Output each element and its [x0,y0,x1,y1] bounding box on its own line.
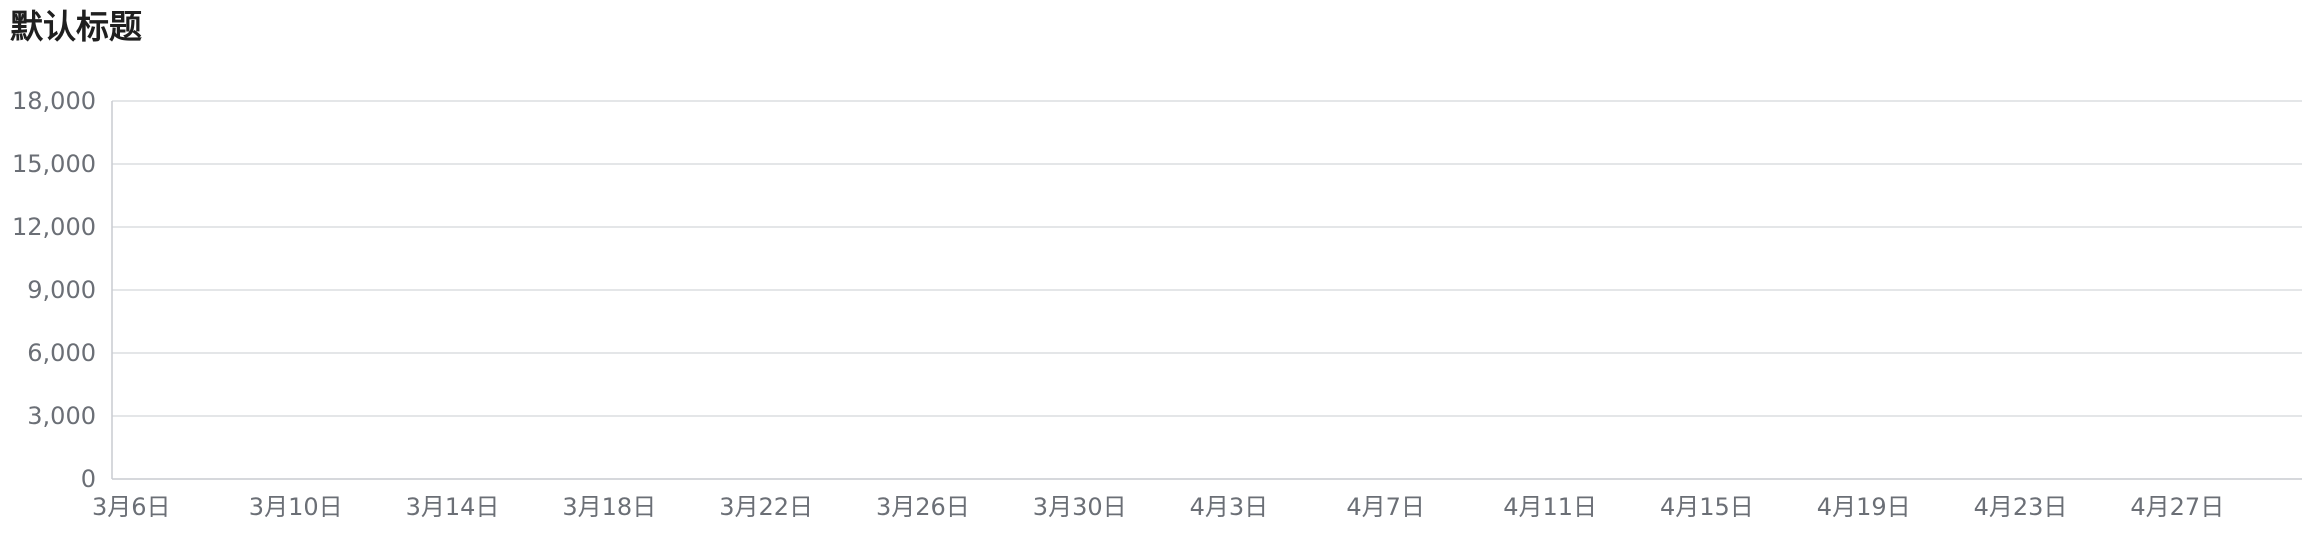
axes [111,101,2302,480]
x-tick-label: 3月6日 [92,493,171,521]
x-tick-label: 3月30日 [1033,493,1127,521]
x-tick-label: 4月23日 [1974,493,2068,521]
x-tick-labels: 3月6日 3月10日 3月14日 3月18日 3月22日 3月26日 3月30日 4月3日 4月… [92,493,2224,521]
x-tick-label: 4月11日 [1503,493,1597,521]
y-tick-label: 9,000 [27,276,96,304]
y-tick-labels: 0 3,000 6,000 9,000 12,000 15,000 18,000 [12,87,96,493]
x-tick-label: 4月15日 [1660,493,1754,521]
x-tick-label: 4月27日 [2130,493,2224,521]
y-tick-label: 0 [81,465,96,493]
x-tick-label: 3月26日 [876,493,970,521]
x-tick-label: 3月22日 [719,493,813,521]
y-tick-label: 15,000 [12,150,96,178]
y-tick-label: 12,000 [12,213,96,241]
x-tick-label: 3月18日 [562,493,656,521]
x-tick-label: 4月19日 [1817,493,1911,521]
y-gridlines [112,100,2302,417]
y-tick-label: 3,000 [27,402,96,430]
y-tick-label: 18,000 [12,87,96,115]
x-tick-label: 4月7日 [1346,493,1425,521]
chart-title: 默认标题 [10,7,142,46]
x-tick-label: 3月14日 [406,493,500,521]
x-tick-label: 3月10日 [249,493,343,521]
y-tick-label: 6,000 [27,339,96,367]
x-tick-label: 4月3日 [1190,493,1269,521]
